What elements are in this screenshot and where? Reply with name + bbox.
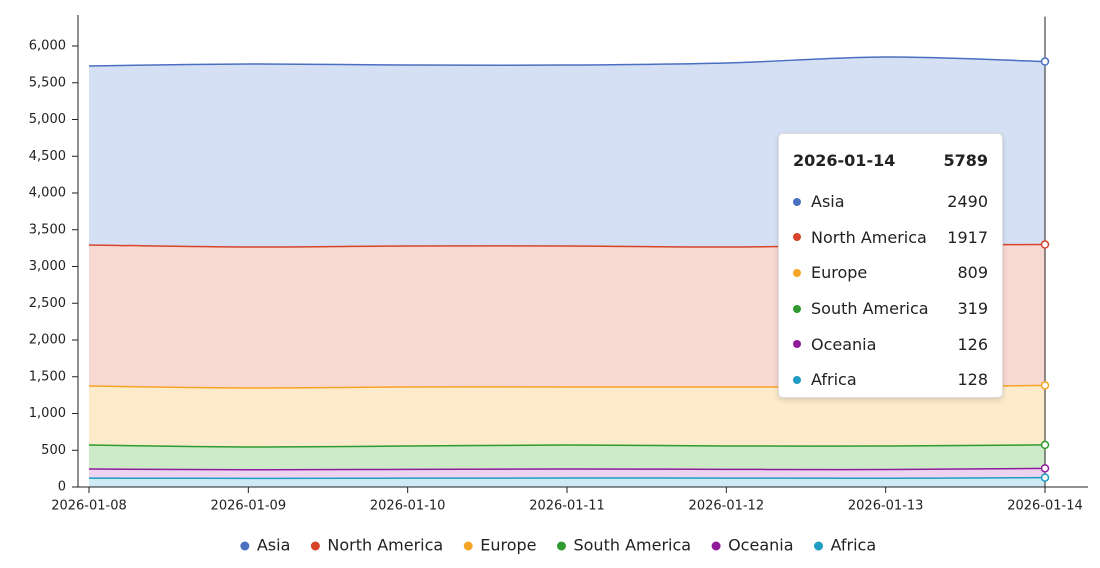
y-tick-label: 2,000 (29, 333, 66, 348)
legend-swatch (463, 541, 473, 551)
x-tick-label: 2026-01-13 (848, 499, 924, 514)
x-tick-label: 2026-01-09 (211, 499, 287, 514)
legend-label: North America (327, 536, 443, 555)
tooltip-swatch (793, 233, 801, 242)
legend-item: North America (310, 536, 443, 555)
y-tick-label: 6,000 (29, 39, 66, 54)
y-tick-label: 500 (41, 443, 66, 458)
legend-label: Asia (257, 536, 291, 555)
y-tick-label: 4,500 (29, 149, 66, 164)
y-tick-label: 0 (58, 480, 66, 495)
y-tick-label: 3,000 (29, 259, 66, 274)
x-tick-label: 2026-01-14 (1007, 499, 1083, 514)
legend-item: Asia (240, 536, 290, 555)
legend-swatch (814, 541, 824, 551)
tooltip-swatch (793, 340, 801, 349)
legend-swatch (711, 541, 721, 551)
y-tick-label: 1,000 (29, 406, 66, 421)
tooltip-series: Europe (811, 263, 868, 283)
legend-item: Africa (814, 536, 876, 555)
tooltip-series: Oceania (811, 334, 877, 354)
x-tick-label: 2026-01-10 (370, 499, 446, 514)
tooltip-total: 5789 (943, 150, 988, 170)
area (89, 477, 1045, 487)
tooltip-value: 126 (957, 334, 988, 354)
tooltip-row: South America 319 (793, 291, 988, 327)
y-tick-label: 5,000 (29, 112, 66, 127)
hover-point (1040, 240, 1050, 249)
legend-item: South America (556, 536, 691, 555)
y-tick-label: 1,500 (29, 369, 66, 384)
tooltip-swatch (793, 197, 801, 206)
tooltip-series: Asia (811, 192, 845, 212)
series-line (88, 444, 1046, 448)
tooltip-value: 1917 (947, 227, 988, 247)
legend-label: Oceania (728, 536, 793, 555)
tooltip-swatch (793, 375, 801, 384)
tooltip-swatch (793, 304, 801, 313)
tooltip-series: North America (811, 227, 927, 247)
area (89, 385, 1045, 448)
tooltip-value: 319 (957, 299, 988, 319)
tooltip-swatch (793, 268, 801, 277)
tooltip-value: 809 (957, 263, 988, 283)
tooltip-row: Europe 809 (793, 255, 988, 291)
series-line (88, 467, 1046, 471)
tooltip: 2026-01-14 5789 Asia 2490 North America 191… (778, 133, 1003, 398)
series-line (88, 56, 1046, 67)
hover-point (1040, 440, 1050, 450)
hover-point (1040, 57, 1050, 66)
tooltip-header: 2026-01-14 5789 (793, 148, 988, 172)
tooltip-row: North America 1917 (793, 220, 988, 256)
x-tick-label: 2026-01-12 (689, 499, 765, 514)
y-tick-label: 5,500 (29, 75, 66, 90)
hover-point (1040, 464, 1050, 473)
tooltip-row: Oceania 126 (793, 326, 988, 362)
series-line (88, 476, 1046, 480)
legend-item: Oceania (711, 536, 794, 555)
y-tick-label: 4,000 (29, 186, 66, 201)
hover-point (1040, 473, 1050, 482)
legend: Asia North America Europe South America Ocea… (240, 536, 876, 555)
area (89, 444, 1045, 470)
tooltip-row: Asia 2490 (793, 184, 988, 220)
tooltip-row: Africa 128 (793, 362, 988, 398)
tooltip-series: South America (811, 299, 929, 319)
area (89, 468, 1045, 479)
hover-point (1040, 381, 1050, 390)
tooltip-value: 128 (957, 370, 988, 390)
legend-label: Africa (831, 536, 877, 555)
legend-label: Europe (480, 536, 536, 555)
legend-swatch (240, 541, 250, 551)
tooltip-series: Africa (811, 370, 857, 390)
legend-label: South America (573, 536, 691, 555)
legend-item: Europe (463, 536, 536, 555)
legend-swatch (310, 541, 320, 551)
y-tick-label: 3,500 (29, 222, 66, 237)
tooltip-value: 2490 (947, 192, 988, 212)
x-tick-label: 2026-01-08 (51, 499, 127, 514)
x-tick-label: 2026-01-11 (529, 499, 605, 514)
legend-swatch (556, 541, 566, 551)
tooltip-date: 2026-01-14 (793, 150, 896, 170)
y-tick-label: 2,500 (29, 296, 66, 311)
